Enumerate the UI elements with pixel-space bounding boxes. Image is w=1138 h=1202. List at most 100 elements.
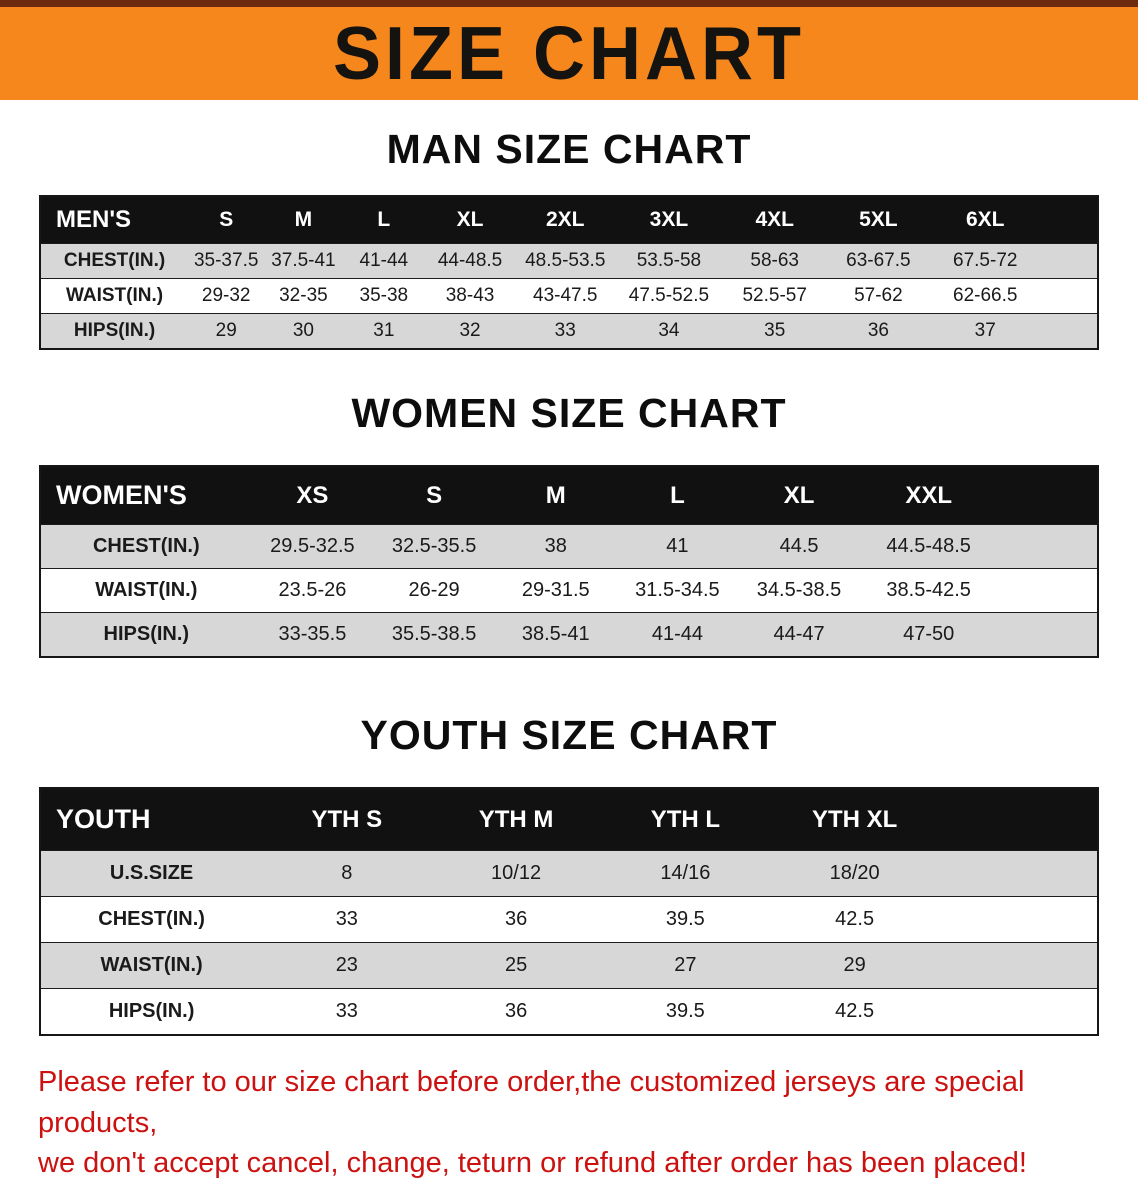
row-label: CHEST(IN.) [40, 243, 189, 279]
size-value-cell: 41-44 [342, 243, 426, 279]
size-column-header: L [342, 196, 426, 244]
row-label: U.S.SIZE [40, 850, 263, 897]
size-value-cell: 35 [722, 313, 828, 349]
table-row: CHEST(IN.) 35-37.5 37.5-41 41-44 44-48.5 48.5… [40, 243, 1098, 279]
size-value-cell: 42.5 [769, 988, 940, 1035]
table-row: U.S.SIZE 8 10/12 14/16 18/20 [40, 850, 1098, 897]
row-label: CHEST(IN.) [40, 524, 252, 569]
size-value-cell: 10/12 [431, 850, 601, 897]
size-value-cell: 29 [188, 313, 265, 349]
size-column-header: XL [425, 196, 515, 244]
size-value-cell: 39.5 [600, 988, 770, 1035]
men-size-table: MEN'S S M L XL 2XL 3XL 4XL 5XL 6XL CHEST(IN.) 35-37… [39, 195, 1099, 350]
spacer-cell [1040, 243, 1098, 279]
size-value-cell: 62-66.5 [929, 278, 1041, 314]
women-size-chart-heading: WOMEN SIZE CHART [351, 390, 787, 436]
spacer-cell [997, 568, 1098, 613]
size-value-cell: 57-62 [827, 278, 930, 314]
size-value-cell: 44-47 [738, 612, 860, 657]
table-row: HIPS(IN.) 33 36 39.5 42.5 [40, 988, 1098, 1035]
size-value-cell: 30 [264, 313, 343, 349]
size-column-header: 3XL [615, 196, 723, 244]
size-column-header: XL [738, 466, 860, 525]
spacer-cell [939, 788, 1098, 851]
size-column-header: XS [251, 466, 374, 525]
size-value-cell: 35.5-38.5 [373, 612, 495, 657]
size-column-header: M [494, 466, 617, 525]
table-row: HIPS(IN.) 29 30 31 32 33 34 35 36 37 [40, 313, 1098, 349]
table-row: WAIST(IN.) 29-32 32-35 35-38 38-43 43-47.5 47.… [40, 278, 1098, 314]
row-label: HIPS(IN.) [40, 988, 263, 1035]
size-value-cell: 32 [425, 313, 515, 349]
size-value-cell: 23 [262, 942, 432, 989]
size-value-cell: 44.5 [738, 524, 860, 569]
size-value-cell: 33 [262, 988, 432, 1035]
size-value-cell: 35-37.5 [188, 243, 265, 279]
size-value-cell: 29-32 [188, 278, 265, 314]
size-column-header: 4XL [722, 196, 828, 244]
spacer-cell [997, 612, 1098, 657]
size-value-cell: 36 [431, 896, 601, 943]
spacer-cell [1040, 278, 1098, 314]
youth-size-chart-heading: YOUTH SIZE CHART [360, 712, 778, 758]
spacer-cell [1040, 196, 1098, 244]
size-value-cell: 39.5 [600, 896, 770, 943]
size-column-header: L [616, 466, 739, 525]
youth-size-chart-section: YOUTH SIZE CHART YOUTH YTH S YTH M YTH L YTH… [0, 712, 1138, 1036]
youth-size-table: YOUTH YTH S YTH M YTH L YTH XL U.S.SIZE 8 10/12… [39, 787, 1099, 1036]
size-value-cell: 36 [827, 313, 930, 349]
size-value-cell: 31.5-34.5 [616, 568, 739, 613]
size-value-cell: 52.5-57 [722, 278, 828, 314]
row-label: WAIST(IN.) [40, 278, 189, 314]
size-column-header: YTH L [600, 788, 770, 851]
size-value-cell: 58-63 [722, 243, 828, 279]
size-value-cell: 29.5-32.5 [251, 524, 374, 569]
women-size-chart-section: WOMEN SIZE CHART WOMEN'S XS S M L XL XXL CHEST(… [0, 390, 1138, 658]
size-value-cell: 41 [616, 524, 739, 569]
size-value-cell: 32.5-35.5 [373, 524, 495, 569]
size-value-cell: 37.5-41 [264, 243, 343, 279]
size-value-cell: 38.5-42.5 [859, 568, 998, 613]
size-value-cell: 32-35 [264, 278, 343, 314]
size-value-cell: 31 [342, 313, 426, 349]
size-value-cell: 47-50 [859, 612, 998, 657]
size-value-cell: 38.5-41 [494, 612, 617, 657]
size-chart-banner: SIZE CHART [0, 0, 1138, 100]
disclaimer-text: Please refer to our size chart before or… [38, 1062, 1100, 1184]
table-header-row: WOMEN'S XS S M L XL XXL [40, 466, 1098, 525]
size-column-header: M [264, 196, 343, 244]
disclaimer-line-2: we don't accept cancel, change, teturn o… [38, 1147, 1027, 1180]
table-header-row: MEN'S S M L XL 2XL 3XL 4XL 5XL 6XL [40, 196, 1098, 244]
size-value-cell: 43-47.5 [515, 278, 616, 314]
table-header-label: YOUTH [40, 788, 263, 851]
size-value-cell: 27 [600, 942, 770, 989]
banner-title: SIZE CHART [333, 11, 805, 96]
size-value-cell: 44-48.5 [425, 243, 515, 279]
size-value-cell: 33 [515, 313, 616, 349]
size-value-cell: 25 [431, 942, 601, 989]
size-value-cell: 38-43 [425, 278, 515, 314]
row-label: CHEST(IN.) [40, 896, 263, 943]
size-value-cell: 47.5-52.5 [615, 278, 723, 314]
spacer-cell [939, 988, 1098, 1035]
spacer-cell [1040, 313, 1098, 349]
size-value-cell: 34 [615, 313, 723, 349]
size-column-header: S [373, 466, 495, 525]
spacer-cell [997, 466, 1098, 525]
size-value-cell: 14/16 [600, 850, 770, 897]
table-row: WAIST(IN.) 23 25 27 29 [40, 942, 1098, 989]
size-value-cell: 41-44 [616, 612, 739, 657]
table-header-label: MEN'S [40, 196, 189, 244]
women-size-table: WOMEN'S XS S M L XL XXL CHEST(IN.) 29.5-32.5 32.5… [39, 465, 1099, 658]
size-value-cell: 34.5-38.5 [738, 568, 860, 613]
row-label: WAIST(IN.) [40, 568, 252, 613]
size-value-cell: 44.5-48.5 [859, 524, 998, 569]
disclaimer-line-1: Please refer to our size chart before or… [38, 1066, 1025, 1139]
size-column-header: 2XL [515, 196, 616, 244]
size-value-cell: 67.5-72 [929, 243, 1041, 279]
spacer-cell [939, 942, 1098, 989]
size-column-header: XXL [859, 466, 998, 525]
size-value-cell: 29 [769, 942, 940, 989]
size-value-cell: 63-67.5 [827, 243, 930, 279]
size-value-cell: 36 [431, 988, 601, 1035]
